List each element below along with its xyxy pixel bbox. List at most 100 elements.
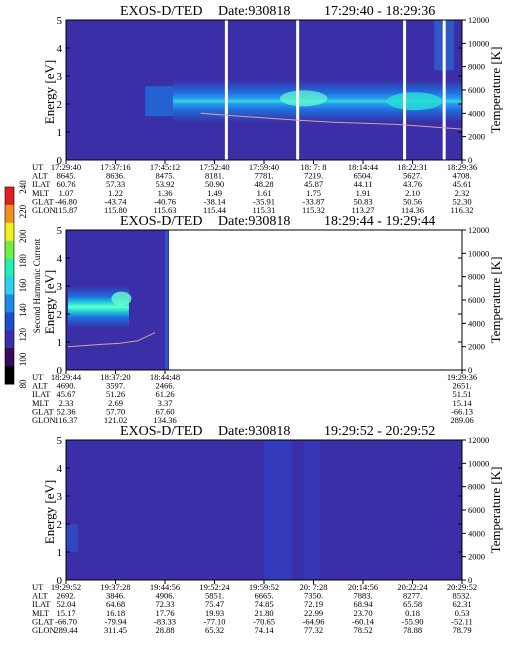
orbit-row-label: GLAT: [32, 196, 55, 206]
orbit-cell: -52.11: [451, 616, 473, 626]
orbit-cell: 72.19: [304, 599, 323, 609]
band-hotspot: [111, 291, 132, 306]
panel-1: EXOS-D/TED Date:930818 17:29:40 - 18:29:…: [32, 4, 503, 215]
orbit-cell: 5627.: [403, 171, 422, 181]
y2-tick-label: 2000: [468, 132, 485, 142]
y-tick-label: 4: [57, 43, 63, 55]
vertical-streak: [303, 440, 320, 580]
orbit-cell: 60.76: [56, 179, 75, 189]
y-tick-label: 3: [57, 491, 63, 503]
colorbar-swatch: [5, 276, 14, 295]
orbit-cell: 19:59:52: [249, 582, 279, 592]
colorbar-swatches: [5, 187, 14, 385]
orbit-cell: 78.52: [353, 625, 372, 635]
orbit-cell: 57.70: [106, 406, 125, 416]
colorbar-swatch: [5, 240, 14, 260]
orbit-cell: 121.02: [104, 415, 127, 425]
panel-3-y-ticks: 0 1 2 3 4 5: [57, 435, 462, 587]
orbit-cell: 4708.: [452, 171, 471, 181]
orbit-cell: 78.79: [452, 625, 471, 635]
panel-2-time-range: 18:29:44 - 19:29:44: [324, 214, 435, 229]
orbit-cell: 20: 7:28: [299, 582, 327, 592]
panel-1-y-ticks: 0 1 2 3 4 5: [57, 15, 462, 167]
orbit-cell: 44.11: [354, 179, 373, 189]
panel-2-y2-ticks: 0 2000 4000 6000 8000 10000 12000: [462, 225, 489, 375]
band-peak-2: [386, 92, 443, 111]
y2-tick-label: 8000: [468, 272, 485, 282]
data-gap: [442, 20, 446, 160]
orbit-row-label: GLAT: [32, 406, 55, 416]
y-tick-label: 0: [57, 365, 63, 377]
panel-1-date: Date:930818: [218, 4, 290, 19]
orbit-cell: 2466.: [155, 381, 174, 391]
orbit-cell: 2.69: [108, 398, 123, 408]
orbit-cell: 28.88: [155, 625, 174, 635]
panel-2-title: EXOS-D/TED: [120, 214, 202, 229]
orbit-cell: -83.33: [154, 616, 176, 626]
data-gap: [296, 20, 300, 160]
orbit-cell: 52.30: [452, 196, 471, 206]
orbit-cell: 4906.: [155, 591, 174, 601]
orbit-cell: 20:14:56: [348, 582, 378, 592]
y2-tick-label: 12000: [468, 435, 489, 445]
orbit-cell: 0.18: [405, 608, 420, 618]
panel-3-ylabel: Energy [eV]: [42, 480, 57, 544]
orbit-cell: -40.76: [154, 196, 176, 206]
orbit-row-label: UT: [32, 162, 44, 172]
orbit-cell: 50.90: [205, 179, 224, 189]
colorbar-swatch: [5, 348, 14, 367]
colorbar-swatch: [5, 312, 14, 331]
colorbar-tick-label: 120: [18, 328, 28, 342]
orbit-cell: 4690.: [56, 381, 75, 391]
orbit-cell: 18:44:48: [150, 372, 180, 382]
orbit-cell: 8277.: [403, 591, 422, 601]
orbit-cell: 67.60: [155, 406, 174, 416]
y2-tick-label: 10000: [468, 38, 489, 48]
colorbar-swatch: [5, 187, 14, 206]
panel-2-y2label: Temperature [K]: [488, 257, 503, 344]
colorbar-tick-label: 80: [18, 379, 28, 389]
orbit-cell: 22.99: [304, 608, 323, 618]
orbit-cell: 18: 7: 8: [301, 162, 327, 172]
orbit-cell: 64.68: [106, 599, 125, 609]
y-tick-label: 3: [57, 281, 63, 293]
orbit-cell: 15.17: [56, 608, 75, 618]
orbit-cell: -43.74: [105, 196, 128, 206]
y-tick-label: 3: [57, 71, 63, 83]
orbit-row-label: ALT: [32, 381, 49, 391]
orbit-cell: 62.31: [452, 599, 471, 609]
colorbar-swatch: [5, 366, 14, 385]
orbit-cell: 5851.: [205, 591, 224, 601]
panel-1-y2label: Temperature [K]: [488, 47, 503, 134]
y2-tick-label: 10000: [468, 458, 489, 468]
data-edge: [164, 230, 168, 370]
orbit-cell: 17.76: [155, 608, 174, 618]
colorbar-tick-label: 240: [18, 180, 28, 194]
orbit-cell: 19.93: [205, 608, 224, 618]
y2-tick-label: 4000: [468, 528, 485, 538]
orbit-cell: 6504.: [353, 171, 372, 181]
orbit-cell: 3597.: [106, 381, 125, 391]
orbit-row-label: MLT: [32, 188, 50, 198]
orbit-cell: 77.32: [304, 625, 323, 635]
y2-tick-label: 12000: [468, 15, 489, 25]
orbit-row-label: UT: [32, 372, 44, 382]
y2-tick-label: 2000: [468, 552, 485, 562]
orbit-cell: 74.85: [254, 599, 273, 609]
orbit-cell: 8645.: [56, 171, 75, 181]
orbit-cell: 51.51: [452, 389, 471, 399]
orbit-cell: 72.33: [155, 599, 174, 609]
orbit-cell: 17:37:16: [100, 162, 130, 172]
orbit-cell: 289.44: [54, 625, 78, 635]
orbit-cell: 115.44: [203, 205, 227, 215]
orbit-cell: 2651.: [452, 381, 471, 391]
orbit-cell: 17:52:40: [199, 162, 229, 172]
orbit-row-label: MLT: [32, 608, 50, 618]
orbit-row-label: MLT: [32, 398, 50, 408]
y-tick-label: 0: [57, 575, 63, 587]
orbit-row-label: ALT: [32, 591, 49, 601]
orbit-row-label: GLON: [32, 625, 56, 635]
orbit-cell: -60.14: [352, 616, 375, 626]
orbit-cell: 0.53: [455, 608, 470, 618]
